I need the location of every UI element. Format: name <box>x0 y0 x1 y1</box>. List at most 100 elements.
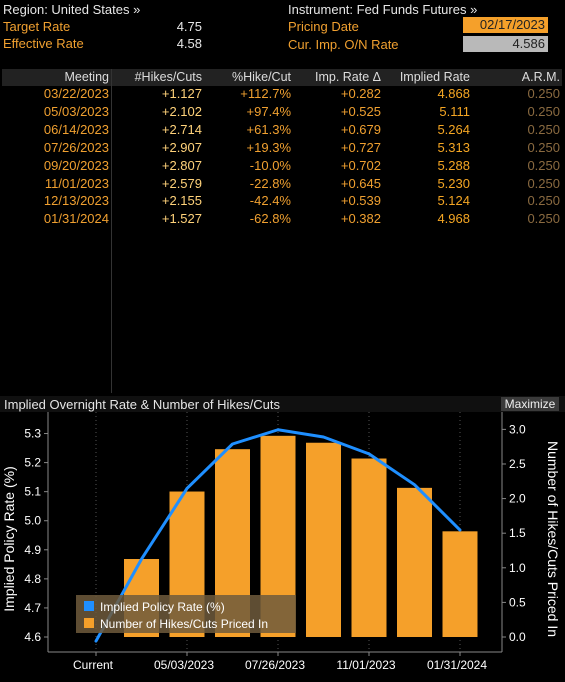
y-tick-label-right: 3.0 <box>509 422 526 436</box>
cell-arm: 0.250 <box>527 139 560 155</box>
cur-imp-rate-value: 4.586 <box>463 36 548 52</box>
cell-imp-rate-delta: +0.539 <box>340 193 381 209</box>
cell-implied-rate: 5.230 <box>437 175 470 191</box>
cell-pct-hike-cut: +97.4% <box>246 103 291 119</box>
cell-meeting: 01/31/2024 <box>43 211 109 227</box>
cell-pct-hike-cut: -10.0% <box>249 157 291 173</box>
chart-area: 4.6 4.7 4.8 4.9 5.0 5.1 5.2 5.3 0.0 0.5 1.0 1.5 2.0 2… <box>1 412 561 672</box>
table-row[interactable]: 07/26/2023 +2.907 +19.3% +0.727 5.313 0.250 <box>2 140 562 158</box>
target-rate-value: 4.75 <box>176 19 202 34</box>
target-rate-label: Target Rate <box>3 19 71 34</box>
cell-arm: 0.250 <box>527 86 560 101</box>
cell-arm: 0.250 <box>527 211 560 227</box>
cell-pct-hike-cut: +61.3% <box>246 121 291 137</box>
y-tick-label-right: 2.5 <box>509 457 526 471</box>
y-tick-label-right: 1.0 <box>509 561 526 575</box>
cell-implied-rate: 5.264 <box>437 121 470 137</box>
col-header-hikes-cuts[interactable]: #Hikes/Cuts <box>134 70 202 84</box>
y-tick-label-left: 5.3 <box>24 427 41 441</box>
cell-pct-hike-cut: -62.8% <box>249 211 291 227</box>
y-axis-right-label: Number of Hikes/Cuts Priced In <box>545 441 561 637</box>
x-tick-label: 01/31/2024 <box>427 658 487 672</box>
bar-hikes-cuts <box>306 442 341 637</box>
cell-meeting: 05/03/2023 <box>43 103 109 119</box>
legend-swatch-hikes-cuts <box>84 618 94 628</box>
table-row[interactable]: 01/31/2024 +1.527 -62.8% +0.382 4.968 0.250 <box>2 211 562 229</box>
table-row[interactable]: 03/22/2023 +1.127 +112.7% +0.282 4.868 0.250 <box>2 86 562 104</box>
table-row[interactable]: 05/03/2023 +2.102 +97.4% +0.525 5.111 0.250 <box>2 104 562 122</box>
cell-implied-rate: 5.111 <box>439 103 470 119</box>
instrument-selector[interactable]: Instrument: Fed Funds Futures » <box>288 2 478 17</box>
cell-imp-rate-delta: +0.382 <box>340 211 381 227</box>
cell-meeting: 03/22/2023 <box>43 86 109 101</box>
x-tick-label: 07/26/2023 <box>245 658 305 672</box>
col-header-meeting[interactable]: Meeting <box>64 70 109 84</box>
cell-meeting: 12/13/2023 <box>43 193 109 209</box>
table-row[interactable]: 09/20/2023 +2.807 -10.0% +0.702 5.288 0.250 <box>2 158 562 176</box>
cell-hikes-cuts: +2.714 <box>161 121 202 137</box>
cell-pct-hike-cut: -22.8% <box>249 175 291 191</box>
cell-pct-hike-cut: +19.3% <box>246 139 291 155</box>
column-divider <box>111 69 112 393</box>
cell-imp-rate-delta: +0.679 <box>340 121 381 137</box>
effective-rate-value: 4.58 <box>176 36 202 51</box>
bar-hikes-cuts <box>397 487 432 637</box>
cur-imp-rate-label: Cur. Imp. O/N Rate <box>288 37 399 52</box>
cell-arm: 0.250 <box>527 157 560 173</box>
x-tick-label: 05/03/2023 <box>154 658 214 672</box>
y-tick-label-left: 5.0 <box>24 514 41 528</box>
cell-hikes-cuts: +2.579 <box>161 175 202 191</box>
cell-arm: 0.250 <box>527 121 560 137</box>
y-tick-label-right: 2.0 <box>509 492 526 506</box>
chart-title: Implied Overnight Rate & Number of Hikes… <box>4 397 280 412</box>
cell-imp-rate-delta: +0.702 <box>340 157 381 173</box>
table-row[interactable]: 11/01/2023 +2.579 -22.8% +0.645 5.230 0.250 <box>2 176 562 194</box>
col-header-pct-hike-cut[interactable]: %Hike/Cut <box>231 70 291 84</box>
cell-imp-rate-delta: +0.525 <box>340 103 381 119</box>
cell-hikes-cuts: +2.155 <box>161 193 202 209</box>
cell-hikes-cuts: +1.127 <box>161 86 202 101</box>
y-tick-label-left: 5.2 <box>24 456 41 470</box>
cell-implied-rate: 4.968 <box>437 211 470 227</box>
maximize-button[interactable]: Maximize <box>501 397 559 411</box>
effective-rate-label: Effective Rate <box>3 36 84 51</box>
cell-meeting: 06/14/2023 <box>43 121 109 137</box>
cell-implied-rate: 5.124 <box>437 193 470 209</box>
implied-rate-line <box>94 428 462 643</box>
cell-hikes-cuts: +2.807 <box>161 157 202 173</box>
cell-arm: 0.250 <box>527 103 560 119</box>
meetings-table: Meeting #Hikes/Cuts %Hike/Cut Imp. Rate … <box>2 69 562 393</box>
legend-label-hikes-cuts: Number of Hikes/Cuts Priced In <box>100 617 268 631</box>
table-row[interactable]: 06/14/2023 +2.714 +61.3% +0.679 5.264 0.250 <box>2 122 562 140</box>
chart-title-bar: Implied Overnight Rate & Number of Hikes… <box>0 396 565 412</box>
cell-implied-rate: 4.868 <box>437 86 470 101</box>
table-row[interactable]: 12/13/2023 +2.155 -42.4% +0.539 5.124 0.250 <box>2 193 562 211</box>
cell-meeting: 09/20/2023 <box>43 157 109 173</box>
cell-meeting: 07/26/2023 <box>43 139 109 155</box>
y-tick-label-left: 4.9 <box>24 543 41 557</box>
cell-arm: 0.250 <box>527 193 560 209</box>
y-tick-label-left: 4.6 <box>24 630 41 644</box>
y-tick-label-left: 4.7 <box>24 601 41 615</box>
x-tick-label: Current <box>73 658 114 672</box>
region-selector[interactable]: Region: United States » <box>3 2 141 17</box>
y-tick-label-right: 0.5 <box>509 595 526 609</box>
col-header-implied-rate[interactable]: Implied Rate <box>399 70 470 84</box>
cell-imp-rate-delta: +0.727 <box>340 139 381 155</box>
col-header-imp-rate-delta[interactable]: Imp. Rate Δ <box>314 70 381 84</box>
bar-hikes-cuts <box>442 531 478 637</box>
legend-swatch-implied-rate <box>84 601 94 611</box>
cell-hikes-cuts: +2.907 <box>161 139 202 155</box>
col-header-arm[interactable]: A.R.M. <box>521 70 560 84</box>
cell-implied-rate: 5.288 <box>437 157 470 173</box>
y-tick-label-right: 0.0 <box>509 630 526 644</box>
pricing-date-input[interactable]: 02/17/2023 <box>463 17 548 33</box>
cell-hikes-cuts: +2.102 <box>161 103 202 119</box>
table-header: Meeting #Hikes/Cuts %Hike/Cut Imp. Rate … <box>2 69 562 86</box>
y-tick-label-left: 4.8 <box>24 572 41 586</box>
cell-implied-rate: 5.313 <box>437 139 470 155</box>
chart-legend: Implied Policy Rate (%) Number of Hikes/… <box>76 595 296 633</box>
y-axis-left-label: Implied Policy Rate (%) <box>1 466 17 612</box>
cell-meeting: 11/01/2023 <box>44 175 109 191</box>
cell-hikes-cuts: +1.527 <box>161 211 202 227</box>
